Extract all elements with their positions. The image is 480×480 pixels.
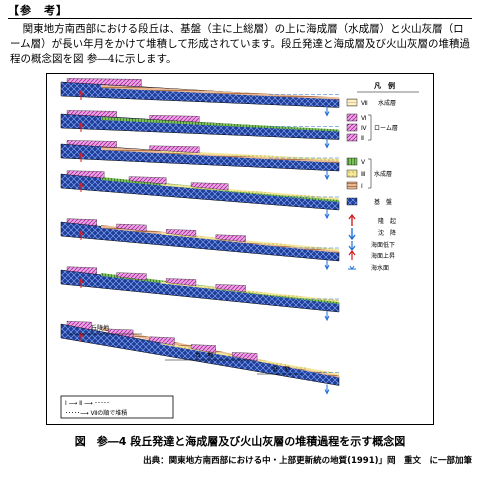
uplift-arrow-icon [78,331,84,342]
figure-frame: 丘陵地 台 地 低 地 Ⅰ ⟶ Ⅱ ⟶ ･････ ･････⟶ Ⅶの順で堆積 … [46,73,434,425]
loam-layer [66,218,97,227]
loam-layer [66,140,117,148]
heading-rule [8,18,472,19]
loam-layer [66,110,117,118]
legend-label-iv: Ⅳ [361,125,367,132]
legend-label-kiban: 基 盤 [374,198,392,206]
marine-layer [161,150,339,161]
uplift-arrow-icon [78,229,84,240]
uplift-arrow-icon [78,89,84,100]
loam-layer [66,320,92,330]
label-daichi: 台 地 [195,351,213,359]
subside-arrow-icon [324,384,330,395]
legend-swatch-iii [346,169,358,178]
marine-layer [161,232,339,251]
legend-swatch-kiban [346,197,358,206]
subside-arrow-icon [324,170,330,181]
loam-layer [190,344,216,354]
loam-layer [215,234,246,243]
subside-arrow-icon [324,138,330,149]
legend-label-chinko: 沈 降 [378,229,396,237]
cross-section [60,110,340,149]
loam-layer [232,352,258,362]
order-note-line2: ･････⟶ Ⅶの順で堆積 [65,409,127,417]
legend-subside-arrow-icon [348,228,356,241]
cross-section [60,266,340,322]
legend-swatch-vii [346,98,358,107]
legend-label-ryuki: 隆 起 [378,217,396,225]
legend-label-i: Ⅰ [361,183,363,190]
legend-sea-fall-arrow-icon [348,241,356,251]
legend-uplift-arrow-icon [348,213,356,226]
legend-label-kaimen-teika: 海面低下 [371,241,395,249]
legend-loam-bracket [368,114,372,141]
loam-layer [66,78,142,87]
subside-arrow-icon [324,260,330,271]
marine-layer [101,327,339,378]
legend-label-kaimen-josho: 海面上昇 [371,252,395,260]
uplift-arrow-icon [78,181,84,192]
uplift-arrow-icon [78,121,84,132]
subside-arrow-icon [324,106,330,117]
cross-section [60,320,340,395]
loam-layer [149,115,200,123]
loam-layer [66,266,97,275]
terrace-diagram: 丘陵地 台 地 低 地 Ⅰ ⟶ Ⅱ ⟶ ･････ ･････⟶ Ⅶの順で堆積 … [60,78,419,419]
label-kyuryo: 丘陵地 [91,324,109,332]
loam-layer [149,336,175,346]
legend-label-v: Ⅴ [361,159,366,166]
subside-arrow-icon [324,209,330,220]
legend-suisei-bracket [368,158,372,189]
legend-swatch-vi [346,113,358,122]
legend-swatch-ii [346,133,358,142]
loam-layer [66,170,105,179]
intro-paragraph: 関東地方南西部における段丘は、基盤（主に上総層）の上に海成層（水成層）と火山灰層… [10,23,471,65]
loam-layer [190,182,229,191]
cross-sections [60,78,340,395]
loam-layer [149,145,200,154]
label-teichi: 低 地 [272,365,290,373]
reference-heading: 【参 考】 [8,4,68,17]
marine-layer [101,85,339,100]
loam-layer [166,229,197,237]
legend-label-ii: Ⅱ [361,135,364,142]
legend-label-kaisuimen: 海水面 [371,264,389,272]
legend-swatch-v [346,157,358,166]
legend-label-suisei: 水成層 [374,170,392,178]
order-note-box [60,395,174,419]
legend-label-vi: Ⅵ [361,115,367,122]
legend-sea-level-icon [348,265,356,270]
legend-title: 凡 例 [374,81,395,90]
marine-layer [161,281,339,302]
cross-section [60,170,340,220]
legend-label-iii: Ⅲ [361,171,365,178]
legend-sea-rise-arrow-icon [348,250,356,260]
marine-layer [101,117,339,132]
loam-layer [116,272,147,281]
legend-label-suisei-top: 水成層 [378,99,396,107]
legend-swatch-iv [346,123,358,132]
figure-source: 出典：関東地方南西部における中・上部更新統の地質(1991)」岡 重文 に一部加… [143,456,472,466]
loam-layer [108,328,134,338]
uplift-arrow-icon [78,151,84,162]
subside-arrow-icon [324,311,330,322]
cross-section [60,78,340,117]
legend-label-loam: ローム層 [374,125,398,132]
loam-layer [116,223,147,232]
basement-layer [60,269,340,313]
order-note-line1: Ⅰ ⟶ Ⅱ ⟶ ･････ [65,400,110,407]
cross-section [60,140,340,181]
uplift-arrow-icon [78,277,84,288]
legend-label-vii: Ⅶ [361,100,368,107]
loam-layer [166,278,197,287]
cross-section [60,218,340,271]
legend-swatch-i [346,181,358,190]
legend: 凡 例 Ⅶ 水成層 Ⅵ Ⅳ Ⅱ ローム層 Ⅴ Ⅲ Ⅰ 水成層 基 盤 隆 起 [346,81,419,272]
loam-layer [215,284,246,293]
loam-layer [128,176,167,185]
figure-caption: 図 参―4 段丘発達と海成層及び火山灰層の堆積過程を示す概念図 [74,435,406,448]
